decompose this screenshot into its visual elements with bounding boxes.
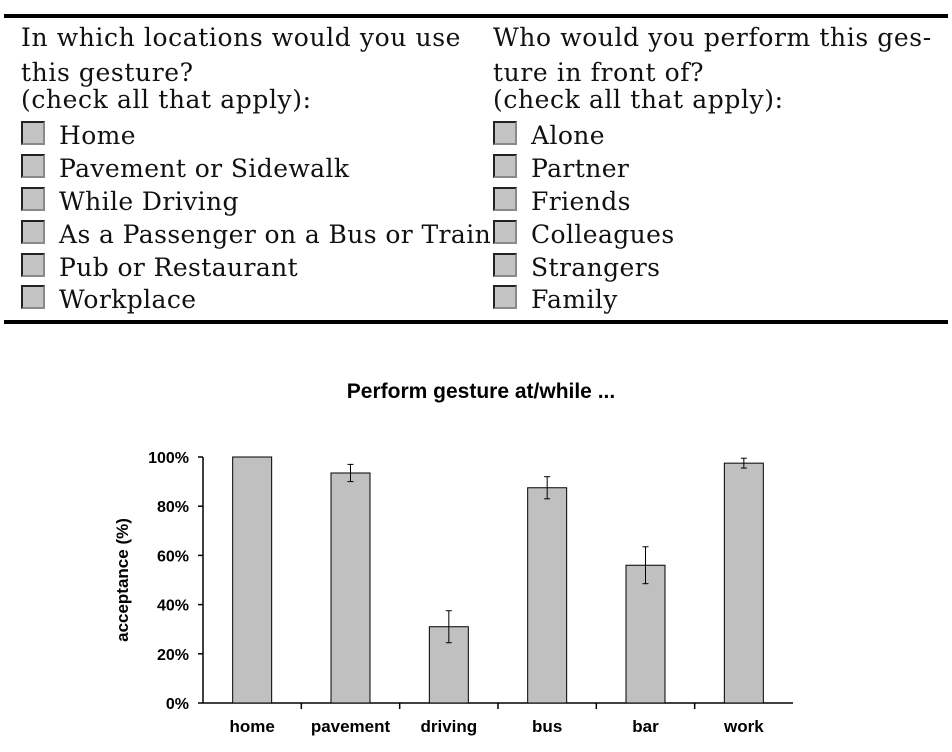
checkbox[interactable] (493, 187, 517, 211)
chart-marks: 0% 20% 40% 60% 80% 100% home pavement driving bus… (148, 450, 793, 736)
bar (723, 462, 764, 704)
x-tick-label: pavement (311, 717, 391, 736)
question-line: (check all that apply): (493, 85, 784, 114)
option-label: Pub or Restaurant (59, 253, 299, 282)
option-label: Friends (531, 187, 631, 216)
checkbox[interactable] (21, 285, 45, 309)
x-tick-label: bar (632, 717, 659, 736)
question-line: (check all that apply): (21, 85, 312, 114)
option-label: Workplace (59, 285, 197, 314)
option-label: Partner (531, 154, 630, 183)
question-line: this gesture? (21, 58, 194, 87)
checkbox[interactable] (21, 220, 45, 244)
checkbox[interactable] (21, 253, 45, 277)
option-label: Alone (531, 121, 605, 150)
question-line: In which locations would you use (21, 23, 462, 52)
x-tick-label: work (723, 717, 764, 736)
x-tick-label: driving (420, 717, 477, 736)
checkbox[interactable] (493, 154, 517, 178)
bar (232, 456, 273, 704)
y-tick-label: 60% (157, 548, 189, 565)
option-label: Pavement or Sidewalk (59, 154, 350, 183)
bottom-rule (4, 320, 948, 324)
top-rule (4, 14, 948, 18)
y-axis-label: acceptance (%) (113, 518, 132, 642)
option-label: Strangers (531, 253, 661, 282)
option-label: While Driving (59, 187, 239, 216)
y-tick-label: 80% (157, 499, 189, 516)
option-label: Home (59, 121, 136, 150)
y-tick-label: 20% (157, 647, 189, 664)
option-label: Family (531, 285, 618, 314)
bar (330, 472, 371, 704)
locations-question: In which locations would you use this ge… (21, 22, 461, 116)
bar (625, 564, 666, 704)
checkbox[interactable] (21, 154, 45, 178)
x-tick-label: bus (532, 717, 562, 736)
y-tick-label: 100% (148, 450, 189, 467)
option-label: As a Passenger on a Bus or Train (59, 220, 492, 249)
checkbox[interactable] (493, 121, 517, 145)
x-tick-label: home (229, 717, 274, 736)
y-tick-label: 0% (166, 696, 189, 713)
y-tick-label: 40% (157, 598, 189, 615)
checkbox[interactable] (493, 285, 517, 309)
checkbox[interactable] (493, 220, 517, 244)
audience-question: Who would you perform this ges- ture in … (493, 22, 932, 116)
question-line: ture in front of? (493, 58, 705, 87)
option-label: Colleagues (531, 220, 675, 249)
checkbox[interactable] (21, 187, 45, 211)
checkbox[interactable] (493, 253, 517, 277)
question-line: Who would you perform this ges- (493, 23, 932, 52)
bar (527, 487, 568, 704)
chart-title: Perform gesture at/while ... (347, 380, 615, 403)
survey-form: In which locations would you use this ge… (0, 0, 952, 330)
checkbox[interactable] (21, 121, 45, 145)
